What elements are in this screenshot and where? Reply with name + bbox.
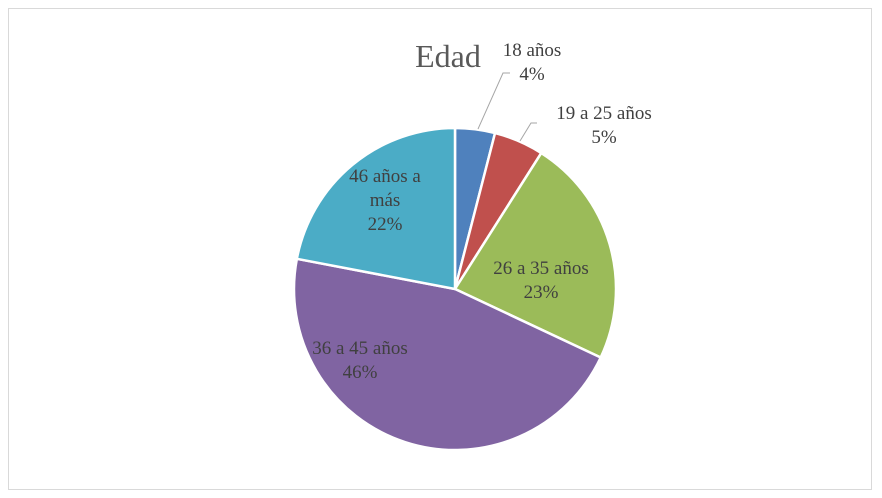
slice-label-3: 26 a 35 años 23% bbox=[493, 258, 589, 303]
slice-category: 26 a 35 años bbox=[493, 258, 589, 279]
slice-category: 19 a 25 años bbox=[556, 103, 652, 124]
pie-slices bbox=[292, 126, 618, 452]
slice-percent: 23% bbox=[524, 282, 559, 303]
slice-label-2: 19 a 25 años 5% bbox=[556, 103, 652, 148]
slice-percent: 22% bbox=[368, 214, 403, 235]
pie-slice-3 bbox=[453, 151, 618, 359]
slice-percent: 46% bbox=[343, 362, 378, 383]
pie-slice-5 bbox=[295, 126, 457, 291]
slice-label-5: 46 años a más 22% bbox=[349, 166, 421, 235]
leader-line-2 bbox=[519, 122, 537, 142]
slice-percent: 4% bbox=[519, 64, 545, 85]
slice-category: 36 a 45 años bbox=[312, 338, 408, 359]
slice-category: 18 años bbox=[503, 40, 562, 61]
pie-slice-4 bbox=[292, 257, 602, 452]
slice-label-1: 18 años 4% bbox=[503, 40, 562, 85]
pie-labels: 18 años 4% 19 a 25 años 5% 26 a 35 años 23% 36… bbox=[312, 40, 652, 383]
slice-category: más bbox=[370, 190, 401, 211]
slice-category: 46 años a bbox=[349, 166, 421, 187]
leader-line-1 bbox=[477, 72, 510, 130]
chart-title: Edad bbox=[415, 38, 481, 74]
slice-percent: 5% bbox=[591, 127, 617, 148]
slice-label-4: 36 a 45 años 46% bbox=[312, 338, 408, 383]
